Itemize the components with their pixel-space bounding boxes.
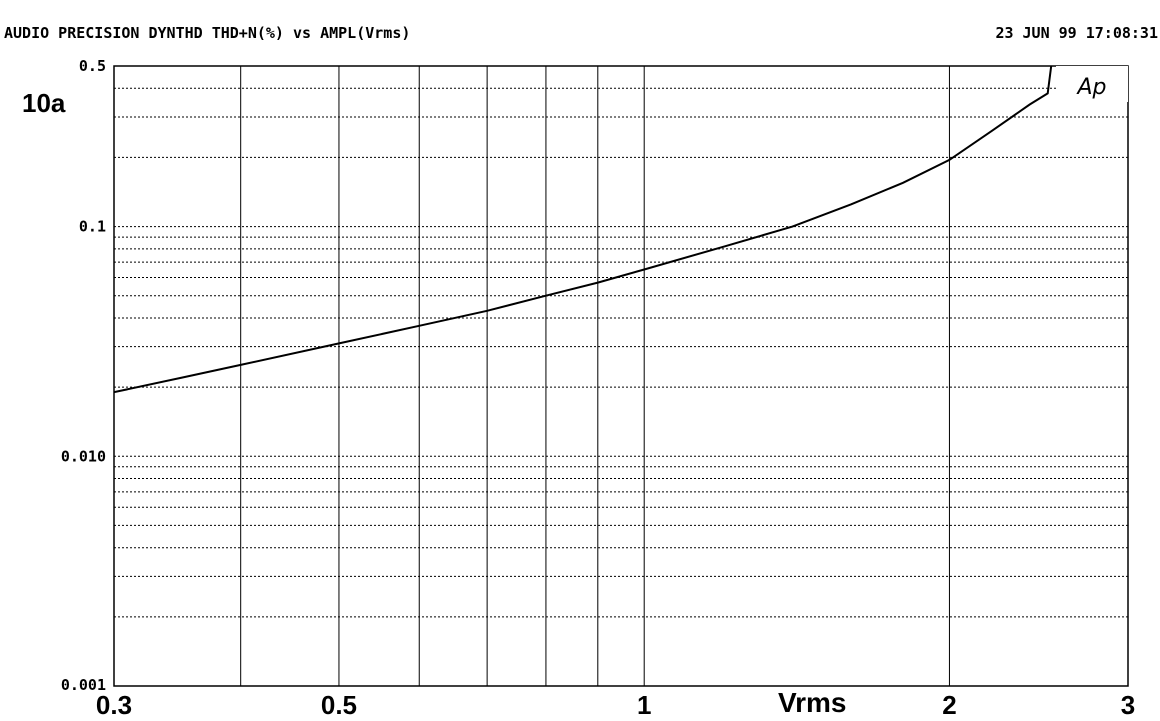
y-tick-label: 0.001 bbox=[61, 676, 106, 694]
y-tick-label: 0.010 bbox=[61, 447, 106, 465]
x-tick-label: 2 bbox=[942, 690, 956, 720]
ap-logo: Ap bbox=[1075, 75, 1106, 100]
x-tick-label: 0.5 bbox=[321, 690, 357, 720]
x-tick-label: 0.3 bbox=[96, 690, 132, 720]
grid-lines bbox=[114, 66, 1128, 686]
x-tick-label: 3 bbox=[1121, 690, 1135, 720]
thd-series-line bbox=[114, 66, 1053, 394]
plot-frame bbox=[113, 65, 1129, 687]
x-tick-label: 1 bbox=[637, 690, 651, 720]
y-tick-label: 0.5 bbox=[79, 57, 106, 75]
chart-title: AUDIO PRECISION DYNTHD THD+N(%) vs AMPL(… bbox=[4, 24, 410, 42]
series-group bbox=[114, 66, 1053, 394]
x-axis-label: Vrms bbox=[778, 687, 847, 718]
logo-box bbox=[1056, 66, 1128, 102]
figure-label: 10a bbox=[22, 88, 66, 118]
y-tick-label: 0.1 bbox=[79, 218, 106, 236]
chart-timestamp: 23 JUN 99 17:08:31 bbox=[995, 24, 1158, 42]
